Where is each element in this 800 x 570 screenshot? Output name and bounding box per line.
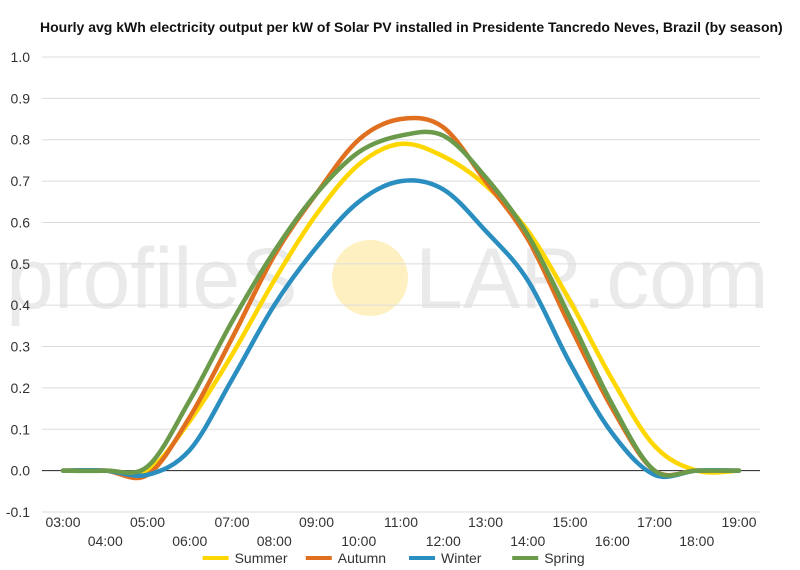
x-tick-label: 09:00 — [299, 514, 334, 530]
legend: Summer Autumn Winter Spring — [202, 550, 585, 566]
grid — [42, 56, 760, 513]
y-tick-label: 0.7 — [11, 173, 31, 189]
legend-label-winter: Winter — [441, 550, 482, 566]
y-tick-label: 1.0 — [11, 49, 31, 65]
y-tick-label: -0.1 — [6, 504, 30, 520]
x-tick-label: 16:00 — [595, 533, 630, 549]
y-tick-label: 0.1 — [11, 421, 31, 437]
y-axis-ticks: -0.1 0.0 0.1 0.2 0.3 0.4 0.5 0.6 0.7 0.8 0.9 1.0 — [6, 49, 30, 520]
x-tick-label: 15:00 — [552, 514, 587, 530]
watermark-text-left: profileS — [6, 231, 298, 327]
watermark: profileS LAR.com — [6, 231, 769, 327]
x-tick-label: 04:00 — [88, 533, 123, 549]
y-tick-label: 0.4 — [11, 297, 31, 313]
x-tick-label: 07:00 — [214, 514, 249, 530]
x-axis-ticks: 03:00 04:00 05:00 06:00 07:00 08:00 09:00 10:00… — [45, 514, 756, 549]
y-tick-label: 0.9 — [11, 90, 31, 106]
x-tick-label: 10:00 — [341, 533, 376, 549]
x-tick-label: 05:00 — [130, 514, 165, 530]
x-tick-label: 08:00 — [257, 533, 292, 549]
y-tick-label: 0.6 — [11, 214, 31, 230]
x-tick-label: 06:00 — [172, 533, 207, 549]
watermark-text-right: LAR.com — [415, 231, 769, 327]
series-line-winter — [60, 178, 742, 480]
x-tick-label: 19:00 — [721, 514, 756, 530]
legend-label-spring: Spring — [544, 550, 584, 566]
series-line-spring — [60, 129, 742, 478]
y-tick-label: 0.8 — [11, 132, 31, 148]
watermark-sun-icon — [332, 240, 408, 316]
series-lines — [60, 115, 742, 481]
x-tick-label: 14:00 — [510, 533, 545, 549]
x-tick-label: 18:00 — [679, 533, 714, 549]
x-tick-label: 13:00 — [468, 514, 503, 530]
y-tick-label: 0.5 — [11, 256, 31, 272]
y-tick-label: 0.2 — [11, 380, 31, 396]
chart-title: Hourly avg kWh electricity output per kW… — [40, 19, 783, 35]
x-tick-label: 17:00 — [637, 514, 672, 530]
x-tick-label: 11:00 — [384, 514, 418, 530]
y-tick-label: 0.3 — [11, 339, 31, 355]
x-tick-label: 03:00 — [45, 514, 80, 530]
y-tick-label: 0.0 — [11, 463, 31, 479]
legend-label-autumn: Autumn — [338, 550, 386, 566]
x-tick-label: 12:00 — [426, 533, 461, 549]
legend-label-summer: Summer — [235, 550, 288, 566]
